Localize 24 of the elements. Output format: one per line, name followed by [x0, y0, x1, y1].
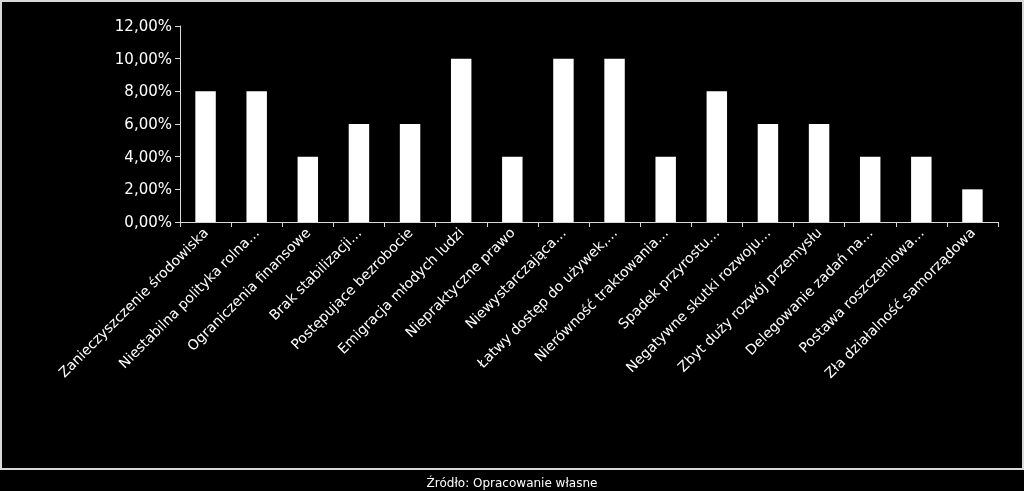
bar	[757, 124, 779, 222]
y-tick-label: 6,00%	[124, 115, 172, 133]
y-tick-label: 12,00%	[114, 17, 172, 35]
bar	[195, 91, 216, 222]
bar	[348, 124, 370, 222]
bar	[450, 58, 472, 222]
bar	[246, 91, 267, 222]
y-tick-label: 10,00%	[114, 49, 172, 68]
bar	[502, 156, 523, 222]
bar	[297, 156, 319, 222]
text: Źródło: Opracowanie własne	[426, 475, 598, 490]
y-tick-label: 8,00%	[124, 82, 172, 101]
y-tick-label: 2,00%	[124, 180, 172, 199]
bar	[911, 156, 932, 222]
bar	[553, 58, 574, 222]
bar	[859, 156, 881, 222]
bar	[655, 156, 676, 222]
bar	[808, 124, 830, 222]
bar	[604, 58, 625, 222]
y-tick-label: 0,00%	[124, 213, 172, 231]
bar	[399, 124, 421, 222]
bar	[706, 91, 728, 222]
y-tick-label: 4,00%	[124, 147, 172, 166]
bar	[962, 189, 983, 222]
